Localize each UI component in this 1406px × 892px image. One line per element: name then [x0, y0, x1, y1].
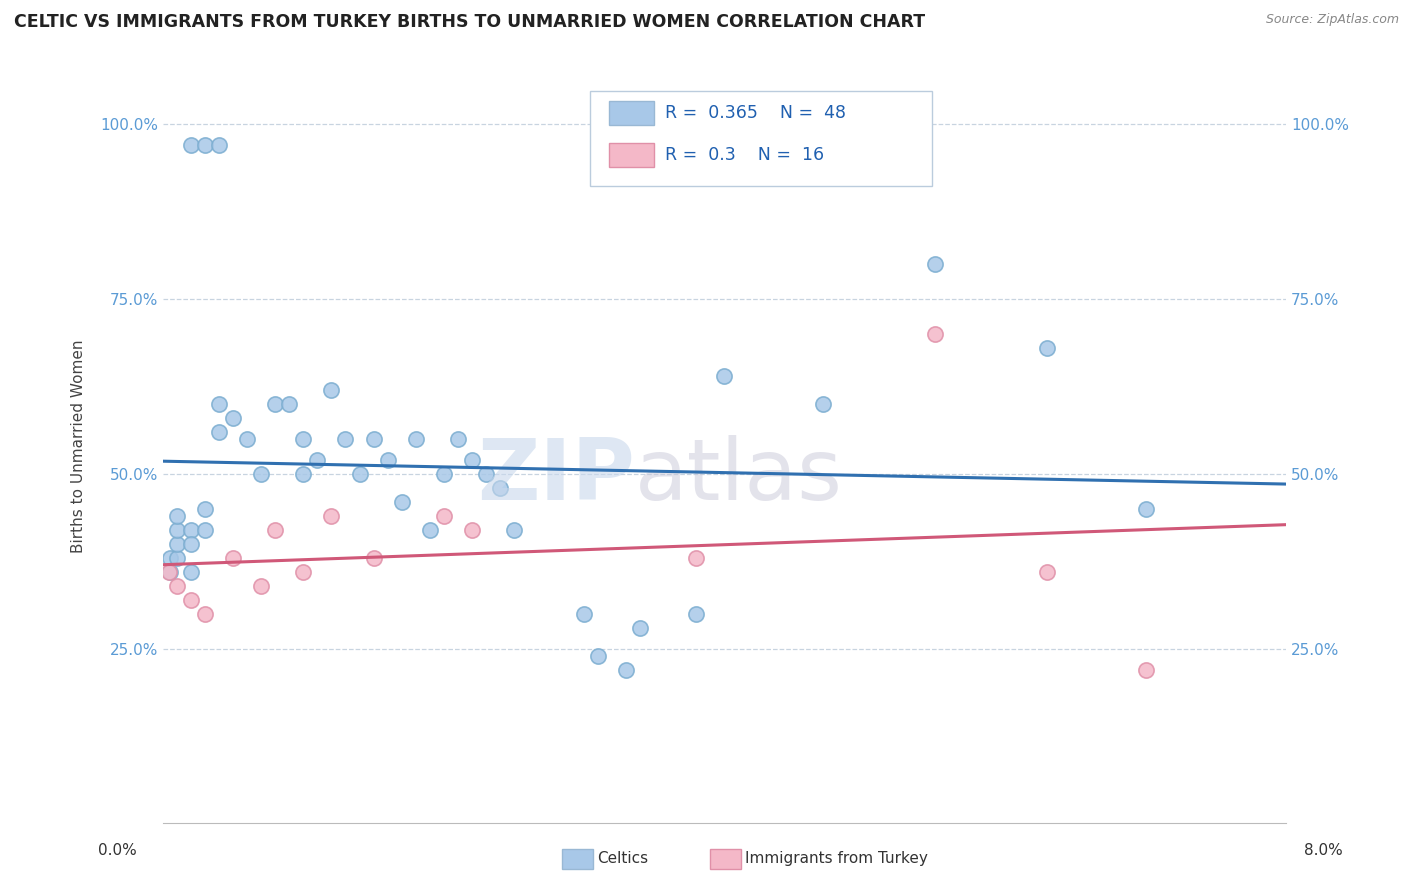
- Point: [292, 432, 315, 446]
- Point: [166, 579, 188, 593]
- Bar: [609, 143, 654, 167]
- Point: [433, 467, 456, 481]
- Point: [461, 523, 484, 537]
- Point: [157, 565, 180, 579]
- Point: [1135, 502, 1157, 516]
- Point: [349, 467, 371, 481]
- Point: [180, 537, 202, 551]
- Point: [264, 523, 287, 537]
- Point: [180, 523, 202, 537]
- Text: Source: ZipAtlas.com: Source: ZipAtlas.com: [1265, 13, 1399, 27]
- Point: [713, 369, 735, 384]
- Point: [250, 579, 273, 593]
- Point: [264, 397, 287, 411]
- Point: [166, 523, 188, 537]
- Point: [924, 327, 946, 342]
- Point: [321, 383, 343, 397]
- Point: [194, 138, 217, 153]
- Point: [307, 453, 329, 467]
- Point: [461, 453, 484, 467]
- Point: [419, 523, 441, 537]
- Point: [166, 508, 188, 523]
- Point: [180, 565, 202, 579]
- Point: [1036, 341, 1059, 355]
- Point: [292, 467, 315, 481]
- Point: [222, 411, 245, 425]
- Point: [166, 550, 188, 565]
- Point: [391, 495, 413, 509]
- Text: atlas: atlas: [634, 434, 842, 517]
- Point: [194, 607, 217, 621]
- Point: [572, 607, 595, 621]
- Point: [628, 621, 651, 635]
- Point: [335, 432, 357, 446]
- Point: [1135, 663, 1157, 677]
- Point: [194, 502, 217, 516]
- Point: [475, 467, 498, 481]
- Point: [321, 508, 343, 523]
- Text: ZIP: ZIP: [477, 434, 634, 517]
- Point: [811, 397, 834, 411]
- Point: [924, 257, 946, 271]
- Text: 0.0%: 0.0%: [98, 843, 138, 858]
- Point: [208, 425, 231, 439]
- Point: [208, 397, 231, 411]
- Point: [292, 565, 315, 579]
- Point: [503, 523, 526, 537]
- FancyBboxPatch shape: [589, 91, 932, 186]
- Point: [194, 523, 217, 537]
- Point: [363, 432, 385, 446]
- Point: [447, 432, 470, 446]
- Point: [614, 663, 637, 677]
- Point: [208, 138, 231, 153]
- Point: [159, 550, 181, 565]
- Text: R =  0.3    N =  16: R = 0.3 N = 16: [665, 145, 824, 163]
- Point: [278, 397, 301, 411]
- Point: [236, 432, 259, 446]
- Point: [685, 550, 707, 565]
- Text: Immigrants from Turkey: Immigrants from Turkey: [745, 851, 928, 865]
- Point: [363, 550, 385, 565]
- Point: [159, 565, 181, 579]
- Point: [180, 138, 202, 153]
- Point: [180, 592, 202, 607]
- Point: [489, 481, 512, 495]
- Text: 8.0%: 8.0%: [1303, 843, 1343, 858]
- Bar: [609, 101, 654, 125]
- Point: [685, 607, 707, 621]
- Point: [250, 467, 273, 481]
- Text: CELTIC VS IMMIGRANTS FROM TURKEY BIRTHS TO UNMARRIED WOMEN CORRELATION CHART: CELTIC VS IMMIGRANTS FROM TURKEY BIRTHS …: [14, 13, 925, 31]
- Point: [166, 537, 188, 551]
- Point: [405, 432, 427, 446]
- Point: [1036, 565, 1059, 579]
- Text: R =  0.365    N =  48: R = 0.365 N = 48: [665, 104, 846, 122]
- Point: [222, 550, 245, 565]
- Point: [433, 508, 456, 523]
- Text: Celtics: Celtics: [598, 851, 648, 865]
- Y-axis label: Births to Unmarried Women: Births to Unmarried Women: [72, 339, 86, 553]
- Point: [377, 453, 399, 467]
- Point: [586, 648, 609, 663]
